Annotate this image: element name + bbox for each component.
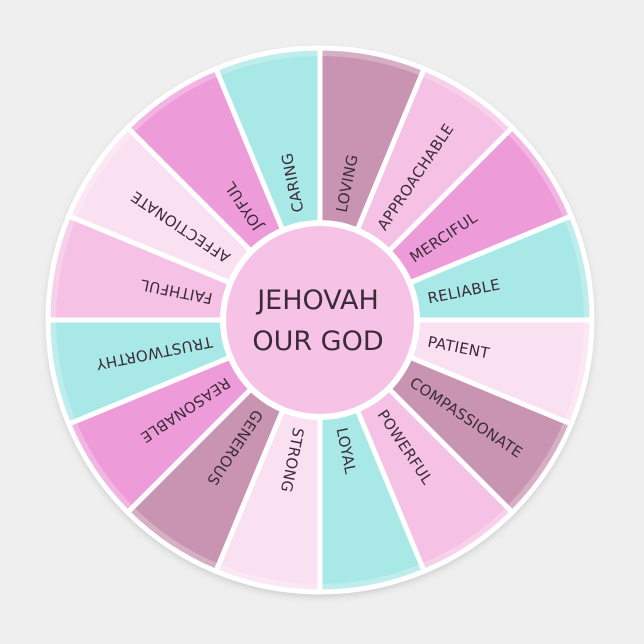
center-title-line2: OUR GOD — [252, 326, 383, 357]
center-title-line1: JEHOVAH — [255, 285, 379, 316]
outer-rim — [48, 48, 592, 592]
center-circle — [220, 220, 420, 420]
